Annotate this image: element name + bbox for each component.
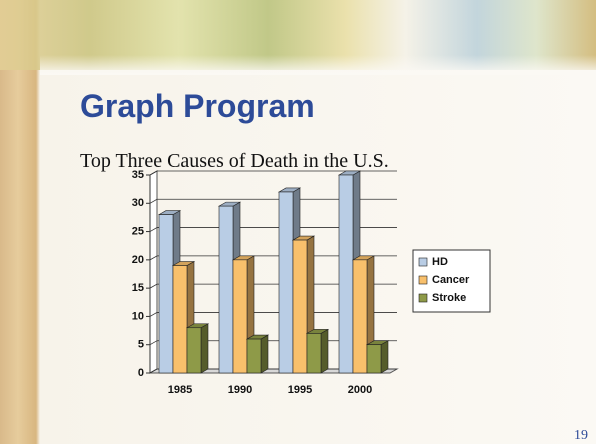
x-tick-label: 2000 [348, 384, 372, 396]
y-tick-label: 20 [132, 254, 144, 266]
bar [187, 328, 201, 373]
bar-side [201, 324, 208, 373]
bar [293, 240, 307, 373]
bar [367, 345, 381, 373]
y-tick-label: 0 [138, 367, 144, 379]
chart: 0 5 10 15 20 25 30 35 1985 1990 1995 2000 HD Cancer St… [0, 0, 596, 444]
bar [173, 266, 187, 373]
x-tick-label: 1990 [228, 384, 252, 396]
y-tick-label: 5 [138, 339, 144, 351]
slide: Graph Program Top Three Causes of Death … [0, 0, 596, 444]
bar-side [321, 329, 328, 373]
y-tick-label: 30 [132, 197, 144, 209]
legend-label: Stroke [432, 292, 466, 304]
y-tick-label: 10 [132, 310, 144, 322]
legend-label: Cancer [432, 274, 470, 286]
legend-swatch [419, 276, 427, 284]
bar-side [381, 341, 388, 373]
y-tick-label: 35 [132, 169, 144, 181]
y-tick-label: 25 [132, 225, 144, 237]
bar [247, 339, 261, 373]
bar [159, 215, 173, 373]
legend-swatch [419, 258, 427, 266]
x-tick-label: 1985 [168, 384, 192, 396]
bar [307, 333, 321, 373]
y-tick-label: 15 [132, 282, 144, 294]
bar [353, 260, 367, 373]
x-tick-label: 1995 [288, 384, 312, 396]
legend-swatch [419, 294, 427, 302]
bar [219, 206, 233, 373]
bar [339, 175, 353, 373]
bar [279, 192, 293, 373]
bar-side [261, 335, 268, 373]
bar [233, 260, 247, 373]
legend-label: HD [432, 256, 448, 268]
